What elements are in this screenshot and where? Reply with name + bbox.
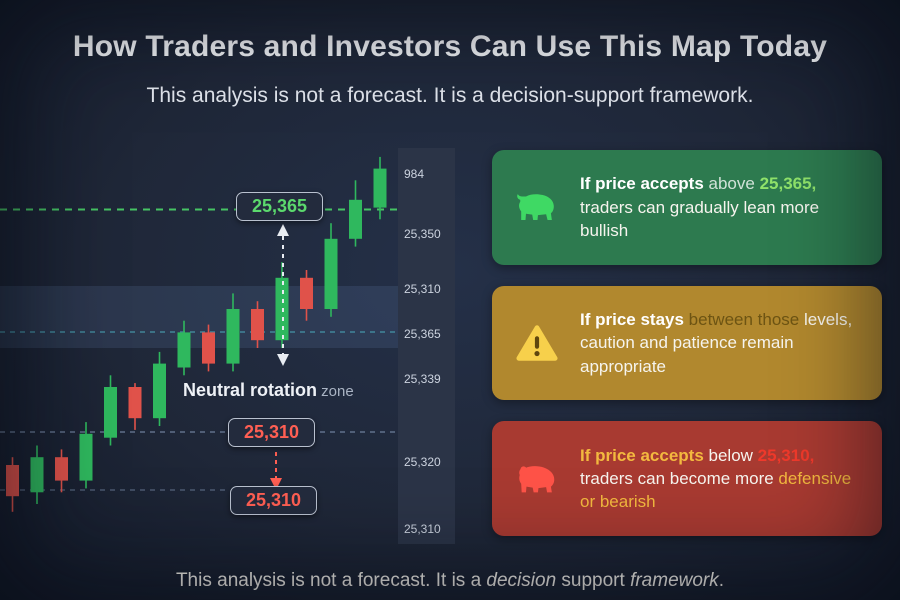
candle	[324, 238, 338, 309]
candle	[128, 387, 142, 419]
neutral-zone-label-bold: Neutral rotation	[183, 380, 318, 400]
candles	[6, 156, 387, 512]
support-badge: 25,310	[228, 418, 316, 447]
text-segment: If price stays	[580, 309, 689, 329]
neutral-zone-label: Neutral rotation zone	[183, 380, 354, 401]
candle	[373, 168, 387, 208]
axis-tick-label: 25,310	[404, 282, 441, 296]
candle	[6, 465, 19, 497]
candle	[153, 363, 166, 419]
resistance-badge: 25,365	[236, 192, 324, 221]
text-segment: below	[708, 445, 758, 465]
text-segment: traders can gradually lean more bullish	[580, 197, 820, 241]
bearish-card: If price accepts below 25,310, traders c…	[492, 421, 882, 537]
candlestick-chart: 984 25,350 25,310 25,365 25,339 25,320 25,310 …	[0, 148, 455, 548]
breakdown-arrow	[270, 452, 282, 490]
text-segment: support	[556, 570, 631, 591]
text-segment: 25,310,	[757, 445, 815, 465]
neutral-zone-band	[0, 286, 398, 348]
text-segment: If price accepts	[580, 174, 709, 194]
warning-icon	[510, 322, 564, 364]
candle	[251, 309, 264, 341]
caution-card: If price stays between those levels, cau…	[492, 285, 882, 401]
neutral-zone-label-light: zone	[317, 383, 354, 400]
text-segment: between those	[688, 309, 804, 329]
text-segment: above	[708, 174, 760, 194]
text-segment: framework	[630, 570, 719, 591]
candle	[30, 457, 44, 493]
price-axis: 984 25,350 25,310 25,365 25,339 25,320 25,310	[398, 148, 455, 544]
chart-canvas	[0, 156, 398, 512]
axis-tick-label: 25,339	[404, 372, 441, 386]
footer-note: This analysis is not a forecast. It is a…	[0, 570, 900, 592]
caution-card-text: If price stays between those levels, cau…	[580, 308, 864, 378]
candle	[79, 433, 93, 481]
axis-tick-label: 25,350	[404, 227, 441, 241]
axis-tick-label: 25,320	[404, 455, 441, 469]
candle	[300, 277, 313, 309]
text-segment: This analysis is not a forecast. It is a	[175, 570, 487, 591]
text-segment: .	[718, 570, 725, 591]
axis-tick-label: 25,365	[404, 327, 441, 341]
text-segment: 25,365,	[759, 174, 817, 194]
axis-tick-label: 25,310	[404, 522, 441, 536]
insight-cards: If price accepts above 25,365, traders c…	[492, 150, 882, 537]
candle	[55, 457, 68, 481]
range-arrow	[277, 224, 289, 366]
text-segment: If price accepts	[580, 445, 709, 465]
bearish-card-text: If price accepts below 25,310, traders c…	[580, 444, 864, 514]
bull-icon	[510, 189, 564, 225]
candle	[226, 309, 240, 364]
text-segment: defensive or bearish	[580, 468, 852, 512]
candle	[177, 332, 191, 368]
bear-icon	[510, 461, 564, 497]
bullish-card: If price accepts above 25,365, traders c…	[492, 150, 882, 265]
candle	[202, 332, 215, 364]
page-title: How Traders and Investors Can Use This M…	[72, 30, 828, 63]
text-segment: traders can become more	[580, 468, 779, 488]
text-segment: levels, caution and patience remain appr…	[580, 309, 853, 376]
candle	[349, 199, 362, 239]
axis-tick-label: 984	[404, 167, 425, 181]
text-segment: decision	[486, 570, 557, 591]
bullish-card-text: If price accepts above 25,365, traders c…	[580, 172, 864, 242]
candle	[104, 387, 117, 438]
page-subtitle: This analysis is not a forecast. It is a…	[146, 84, 754, 107]
support-badge-2: 25,310	[230, 486, 318, 515]
